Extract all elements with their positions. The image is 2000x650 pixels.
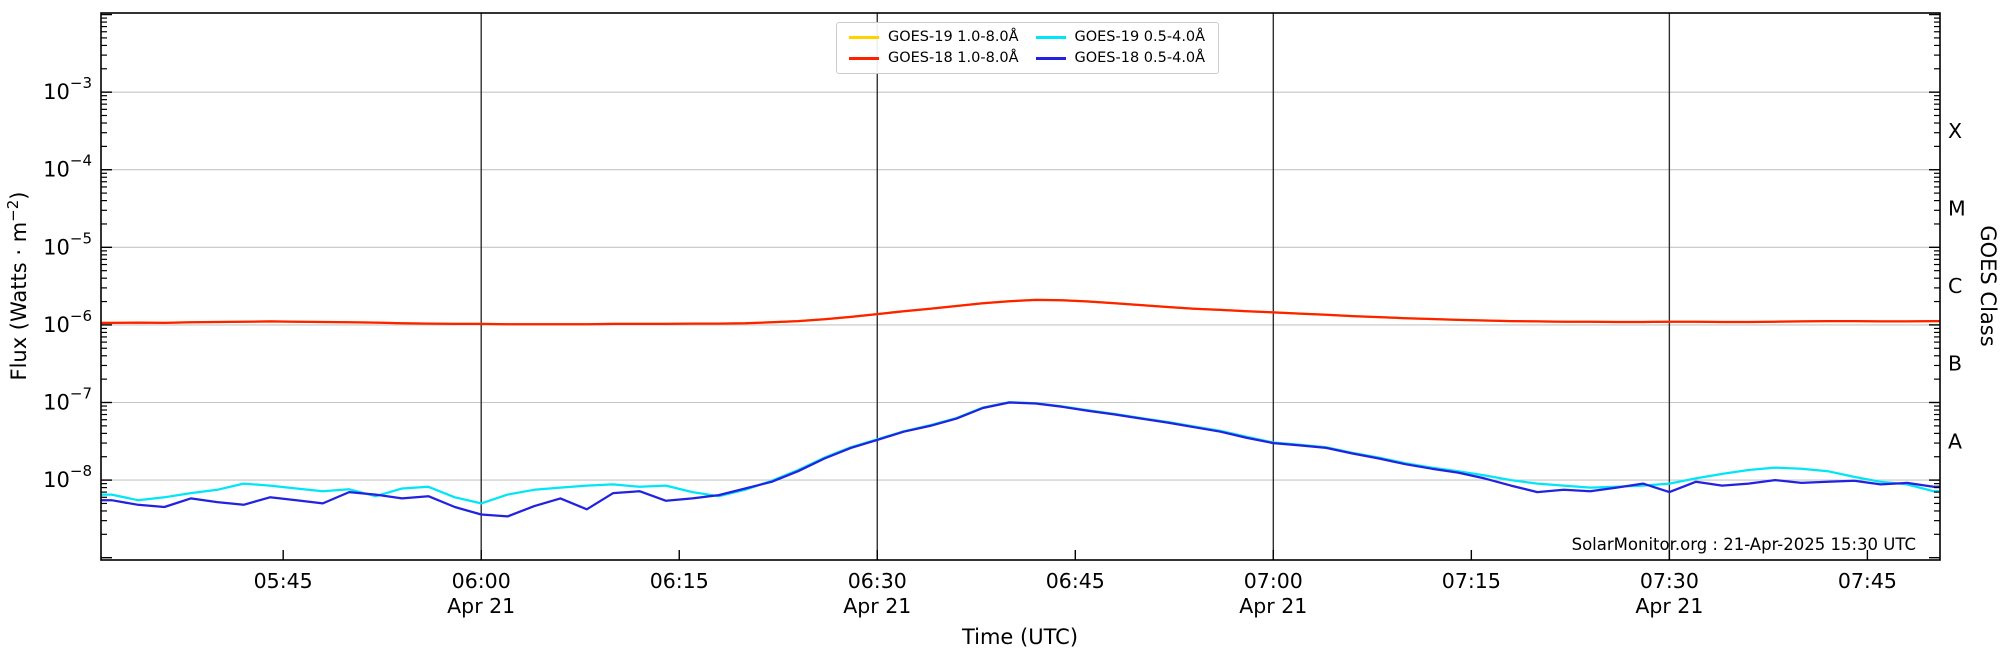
x-tick-label-0615: 06:15 bbox=[650, 569, 709, 593]
legend-label: GOES-18 1.0-8.0Å bbox=[888, 50, 1019, 67]
x-tick-label-0715: 07:15 bbox=[1442, 569, 1501, 593]
curve-goes19-short bbox=[101, 401, 1940, 505]
x-tick-label-0730: 07:30 bbox=[1640, 569, 1699, 593]
legend-label: GOES-19 0.5-4.0Å bbox=[1074, 29, 1206, 46]
legend-label: GOES-19 1.0-8.0Å bbox=[888, 29, 1019, 46]
x-tick-date-0600: Apr 21 bbox=[447, 594, 515, 618]
goes-class-c: C bbox=[1948, 274, 1962, 298]
legend-label: GOES-18 0.5-4.0Å bbox=[1074, 50, 1206, 67]
legend-item-goes19-short: GOES-19 0.5-4.0Å bbox=[1035, 29, 1207, 46]
y-tick-label-1e-6: 10−6 bbox=[43, 307, 92, 337]
x-tick-label-0645: 06:45 bbox=[1046, 569, 1105, 593]
x-tick-label-0600: 06:00 bbox=[452, 569, 511, 593]
y-axis-label-left: Flux (Watts · m−2) bbox=[4, 191, 31, 380]
y-tick-labels: 10−3 10−4 10−5 10−6 10−7 10−8 bbox=[43, 74, 92, 492]
legend-item-goes19-long: GOES-19 1.0-8.0Å bbox=[849, 30, 1020, 45]
goes-class-x: X bbox=[1948, 119, 1962, 143]
legend-item-goes18-short: GOES-18 0.5-4.0Å bbox=[1035, 50, 1207, 67]
plot-frame bbox=[100, 12, 1941, 561]
goes19-short-line-swatch bbox=[1035, 36, 1066, 39]
horizontal-gridlines bbox=[101, 91, 1940, 481]
chart-legend: GOES-19 1.0-8.0Å GOES-18 1.0-8.0Å GOES-1… bbox=[836, 22, 1219, 74]
y-tick-label-1e-3: 10−3 bbox=[43, 74, 92, 104]
x-tick-date-0700: Apr 21 bbox=[1239, 594, 1307, 618]
x-tick-label-0745: 07:45 bbox=[1838, 569, 1897, 593]
goes18-long-line-swatch bbox=[849, 57, 879, 60]
solarmonitor-annotation: SolarMonitor.org : 21-Apr-2025 15:30 UTC bbox=[1572, 535, 1916, 554]
x-tick-date-0630: Apr 21 bbox=[843, 594, 911, 618]
x-axis-label: Time (UTC) bbox=[961, 625, 1078, 649]
y-tick-label-1e-7: 10−7 bbox=[43, 384, 92, 414]
x-tick-label-0700: 07:00 bbox=[1244, 569, 1303, 593]
goes-class-b: B bbox=[1948, 352, 1962, 376]
y-tick-label-1e-8: 10−8 bbox=[43, 462, 92, 492]
y-tick-label-1e-5: 10−5 bbox=[43, 229, 92, 259]
goes-class-a: A bbox=[1948, 429, 1962, 453]
y-axis-label-right: GOES Class bbox=[1976, 225, 2000, 346]
vertical-date-gridlines bbox=[480, 13, 1671, 560]
x-tick-label-0545: 05:45 bbox=[254, 569, 313, 593]
legend-item-goes18-long: GOES-18 1.0-8.0Å bbox=[849, 51, 1020, 66]
goes18-short-line-swatch bbox=[1035, 57, 1066, 60]
curve-goes19-long bbox=[101, 298, 1940, 326]
curve-goes18-short bbox=[101, 401, 1940, 518]
goes-class-m: M bbox=[1948, 197, 1966, 221]
curve-goes18-long bbox=[101, 298, 1940, 326]
x-tick-label-0630: 06:30 bbox=[848, 569, 907, 593]
goes-class-letters: X M C B A bbox=[1948, 119, 1966, 453]
x-tick-date-0730: Apr 21 bbox=[1635, 594, 1703, 618]
axis-ticks bbox=[101, 13, 1940, 560]
data-curves bbox=[101, 298, 1940, 518]
y-tick-label-1e-4: 10−4 bbox=[43, 152, 92, 182]
goes19-long-line-swatch bbox=[849, 36, 879, 39]
